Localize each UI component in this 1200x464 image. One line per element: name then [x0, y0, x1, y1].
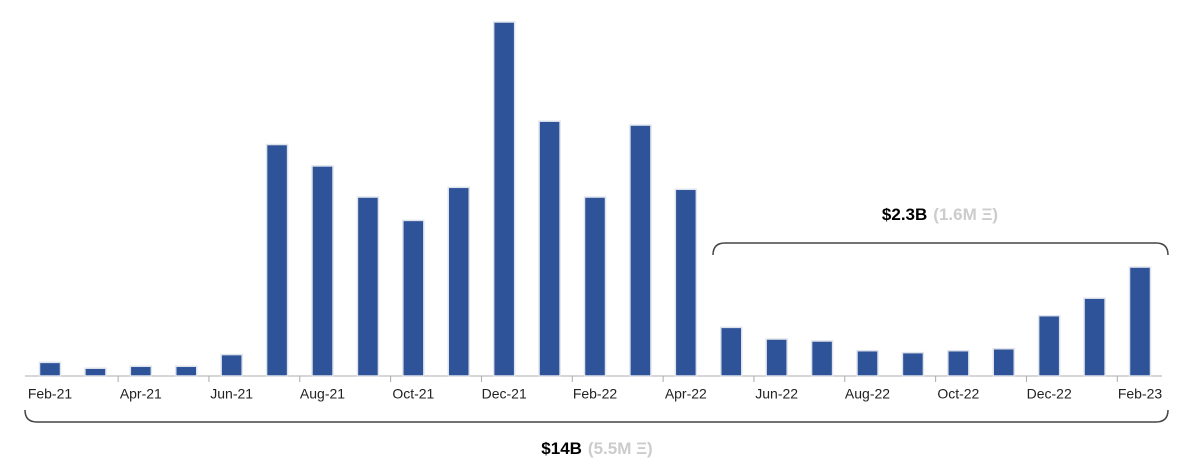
- bar: [129, 365, 153, 377]
- bar: [311, 165, 334, 377]
- bar: [1128, 266, 1152, 377]
- x-tick-label: Oct-22: [937, 386, 979, 402]
- annotation: $14B (5.5M Ξ): [541, 439, 652, 458]
- bar: [992, 348, 1015, 377]
- x-tick-label: Dec-21: [482, 386, 527, 402]
- annotation: $2.3B (1.6M Ξ): [882, 205, 998, 224]
- x-tick-label: Jun-22: [755, 386, 798, 402]
- x-tick-label: Jun-21: [210, 386, 253, 402]
- bar: [629, 124, 652, 377]
- x-tick-label: Apr-21: [120, 386, 162, 402]
- bar: [810, 340, 834, 377]
- bracket-top: [712, 242, 1169, 256]
- bar: [720, 326, 743, 377]
- annotation-value: $2.3B: [882, 205, 927, 224]
- annotation-value: $14B: [541, 439, 582, 458]
- bar: [356, 196, 380, 377]
- bar: [1037, 314, 1061, 377]
- bar: [901, 351, 925, 377]
- bar: [538, 120, 561, 377]
- bar: [447, 186, 470, 377]
- x-tick-label: Feb-23: [1118, 386, 1163, 402]
- x-tick-label: Feb-22: [573, 386, 618, 402]
- x-tick-label: Oct-21: [392, 386, 434, 402]
- bar: [1083, 297, 1106, 377]
- bar: [674, 188, 698, 377]
- x-tick-label: Aug-22: [845, 386, 890, 402]
- bar: [492, 21, 516, 377]
- bar: [402, 219, 425, 377]
- annotation-note: (1.6M Ξ): [933, 205, 998, 224]
- bar: [765, 338, 788, 377]
- x-tick-label: Dec-22: [1027, 386, 1072, 402]
- annotation-note: (5.5M Ξ): [588, 439, 653, 458]
- bar: [220, 353, 243, 377]
- x-tick-label: Feb-21: [28, 386, 73, 402]
- bar: [175, 365, 198, 377]
- x-tick-label: Aug-21: [300, 386, 345, 402]
- bar: [84, 367, 107, 377]
- x-tick-label: Apr-22: [665, 386, 707, 402]
- bracket-bottom: [24, 409, 1169, 423]
- bar: [583, 196, 607, 377]
- bar: [265, 143, 289, 377]
- bar: [947, 349, 970, 377]
- bar: [856, 349, 879, 377]
- bar: [38, 361, 62, 377]
